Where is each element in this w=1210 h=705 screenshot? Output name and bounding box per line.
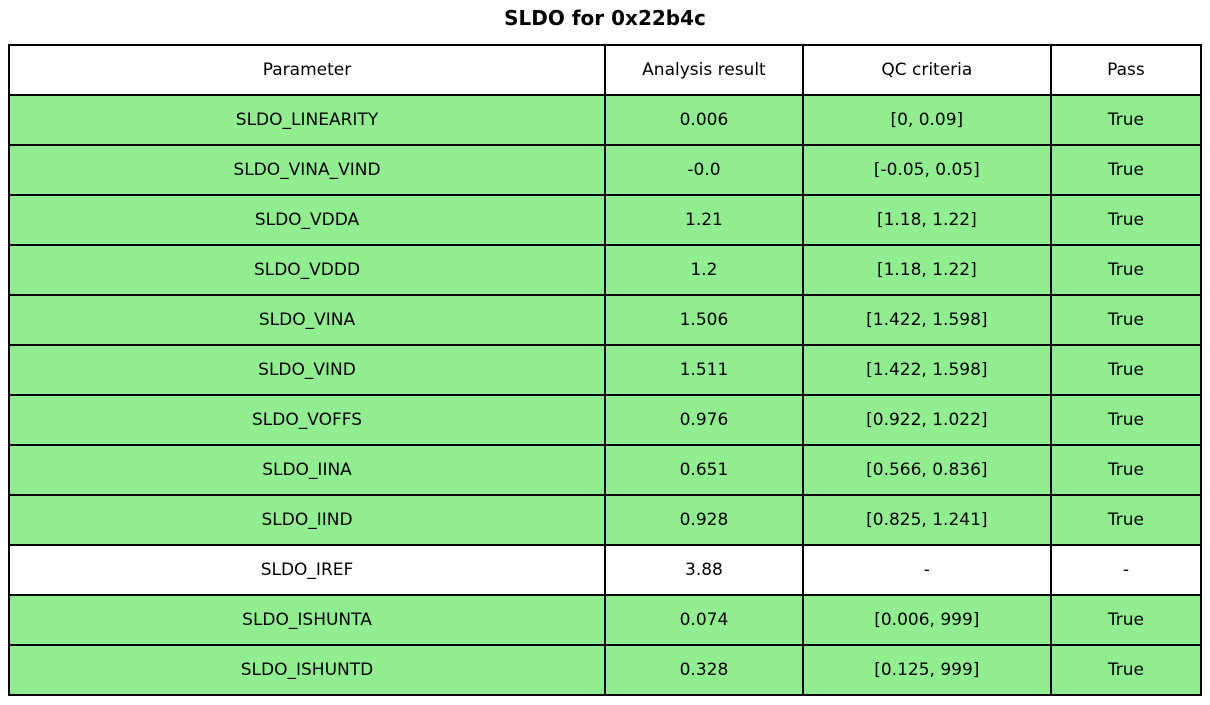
cell-qc-criteria: - xyxy=(801,544,1052,596)
cell-pass: True xyxy=(1049,494,1203,546)
cell-parameter: SLDO_VINA_VIND xyxy=(7,144,607,196)
cell-qc-criteria: [1.18, 1.22] xyxy=(801,194,1052,246)
table-row: SLDO_VIND 1.511 [1.422, 1.598] True xyxy=(7,344,1203,396)
column-header-parameter: Parameter xyxy=(7,44,607,96)
cell-qc-criteria: [1.422, 1.598] xyxy=(801,294,1052,346)
table-row: SLDO_VDDD 1.2 [1.18, 1.22] True xyxy=(7,244,1203,296)
cell-parameter: SLDO_IINA xyxy=(7,444,607,496)
column-header-qc-criteria: QC criteria xyxy=(801,44,1052,96)
table-row: SLDO_IINA 0.651 [0.566, 0.836] True xyxy=(7,444,1203,496)
cell-analysis-result: 1.511 xyxy=(604,344,804,396)
table-row: SLDO_VDDA 1.21 [1.18, 1.22] True xyxy=(7,194,1203,246)
cell-parameter: SLDO_VOFFS xyxy=(7,394,607,446)
cell-pass: True xyxy=(1049,94,1203,146)
cell-parameter: SLDO_VINA xyxy=(7,294,607,346)
cell-parameter: SLDO_IREF xyxy=(7,544,607,596)
cell-qc-criteria: [0.825, 1.241] xyxy=(801,494,1052,546)
cell-parameter: SLDO_ISHUNTD xyxy=(7,644,607,696)
cell-qc-criteria: [0, 0.09] xyxy=(801,94,1052,146)
cell-pass: - xyxy=(1049,544,1203,596)
cell-pass: True xyxy=(1049,594,1203,646)
table-row: SLDO_LINEARITY 0.006 [0, 0.09] True xyxy=(7,94,1203,146)
table-row: SLDO_IIND 0.928 [0.825, 1.241] True xyxy=(7,494,1203,546)
column-header-pass: Pass xyxy=(1049,44,1203,96)
cell-analysis-result: 0.976 xyxy=(604,394,804,446)
cell-analysis-result: 0.074 xyxy=(604,594,804,646)
cell-analysis-result: 0.651 xyxy=(604,444,804,496)
cell-qc-criteria: [0.125, 999] xyxy=(801,644,1052,696)
column-header-analysis-result: Analysis result xyxy=(604,44,804,96)
table-header: Parameter Analysis result QC criteria Pa… xyxy=(7,44,1203,96)
table-row: SLDO_ISHUNTA 0.074 [0.006, 999] True xyxy=(7,594,1203,646)
cell-qc-criteria: [0.006, 999] xyxy=(801,594,1052,646)
cell-qc-criteria: [1.422, 1.598] xyxy=(801,344,1052,396)
header-row: Parameter Analysis result QC criteria Pa… xyxy=(7,44,1203,96)
cell-pass: True xyxy=(1049,444,1203,496)
table-row: SLDO_VINA 1.506 [1.422, 1.598] True xyxy=(7,294,1203,346)
cell-pass: True xyxy=(1049,294,1203,346)
cell-pass: True xyxy=(1049,644,1203,696)
cell-parameter: SLDO_LINEARITY xyxy=(7,94,607,146)
cell-parameter: SLDO_IIND xyxy=(7,494,607,546)
cell-qc-criteria: [-0.05, 0.05] xyxy=(801,144,1052,196)
cell-pass: True xyxy=(1049,194,1203,246)
table-row: SLDO_IREF 3.88 - - xyxy=(7,544,1203,596)
cell-analysis-result: 1.21 xyxy=(604,194,804,246)
cell-parameter: SLDO_VDDD xyxy=(7,244,607,296)
cell-analysis-result: 0.928 xyxy=(604,494,804,546)
chart-title: SLDO for 0x22b4c xyxy=(504,6,706,30)
cell-analysis-result: 0.328 xyxy=(604,644,804,696)
cell-pass: True xyxy=(1049,144,1203,196)
cell-pass: True xyxy=(1049,394,1203,446)
cell-analysis-result: -0.0 xyxy=(604,144,804,196)
cell-qc-criteria: [0.922, 1.022] xyxy=(801,394,1052,446)
cell-parameter: SLDO_VDDA xyxy=(7,194,607,246)
cell-parameter: SLDO_VIND xyxy=(7,344,607,396)
cell-analysis-result: 1.506 xyxy=(604,294,804,346)
cell-qc-criteria: [0.566, 0.836] xyxy=(801,444,1052,496)
cell-analysis-result: 1.2 xyxy=(604,244,804,296)
table-row: SLDO_ISHUNTD 0.328 [0.125, 999] True xyxy=(7,644,1203,696)
cell-parameter: SLDO_ISHUNTA xyxy=(7,594,607,646)
table-body: SLDO_LINEARITY 0.006 [0, 0.09] True SLDO… xyxy=(7,94,1203,696)
table-row: SLDO_VINA_VIND -0.0 [-0.05, 0.05] True xyxy=(7,144,1203,196)
table-row: SLDO_VOFFS 0.976 [0.922, 1.022] True xyxy=(7,394,1203,446)
cell-pass: True xyxy=(1049,244,1203,296)
cell-pass: True xyxy=(1049,344,1203,396)
qc-table: Parameter Analysis result QC criteria Pa… xyxy=(7,44,1203,696)
cell-analysis-result: 0.006 xyxy=(604,94,804,146)
cell-analysis-result: 3.88 xyxy=(604,544,804,596)
cell-qc-criteria: [1.18, 1.22] xyxy=(801,244,1052,296)
